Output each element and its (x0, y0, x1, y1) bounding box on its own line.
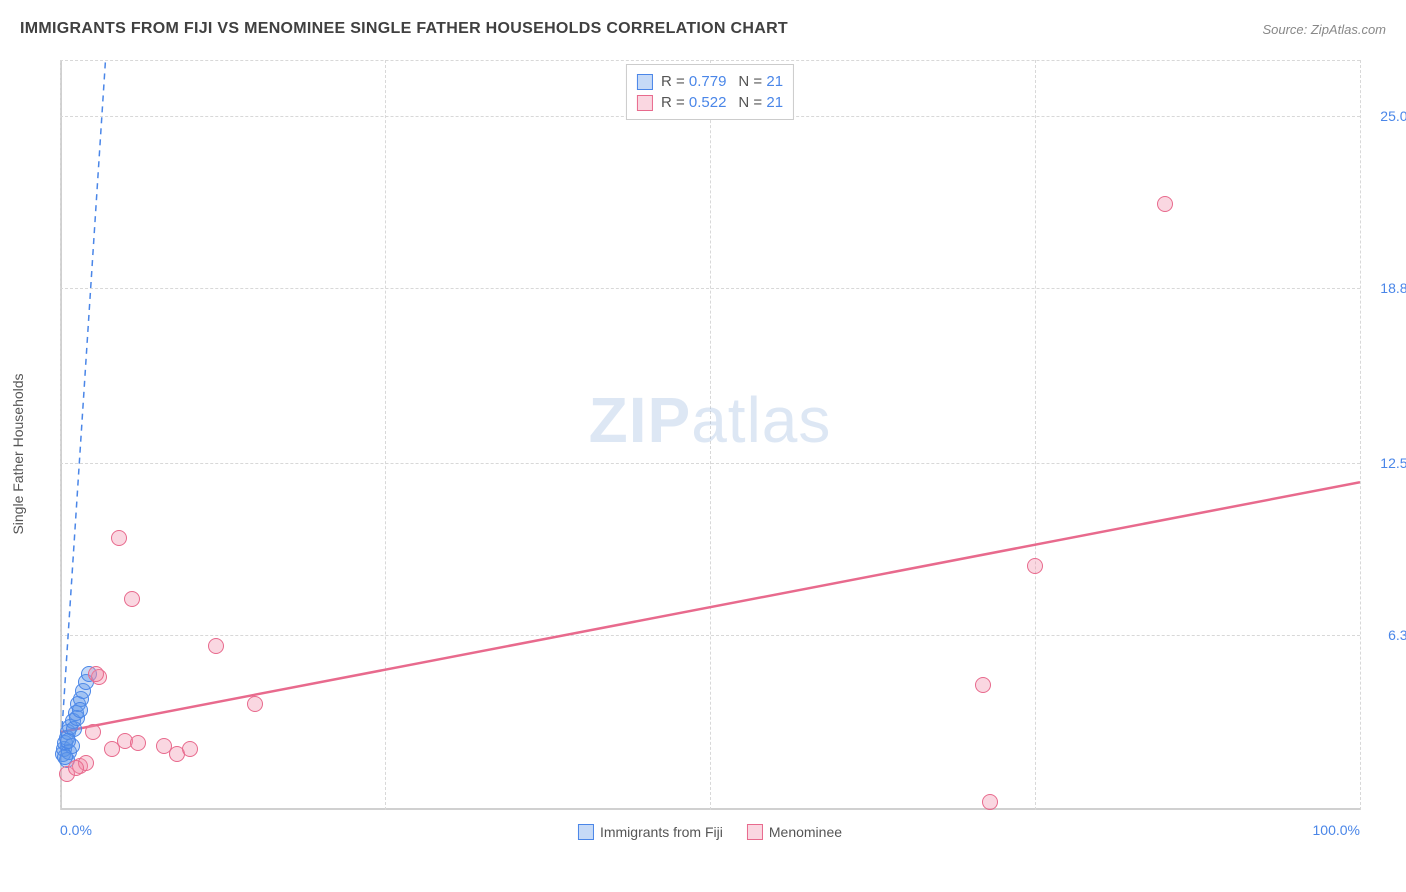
gridline-vertical (385, 60, 386, 810)
data-point-menominee (982, 794, 998, 810)
trend-line-fiji (60, 60, 106, 760)
y-axis-label: Single Father Households (10, 373, 26, 534)
legend-item-fiji: Immigrants from Fiji (578, 824, 723, 840)
data-point-fiji (60, 733, 76, 749)
y-tick-label: 25.0% (1370, 108, 1406, 124)
data-point-menominee (1157, 196, 1173, 212)
data-point-menominee (208, 638, 224, 654)
legend-item-menominee: Menominee (747, 824, 842, 840)
y-tick-label: 12.5% (1370, 455, 1406, 471)
y-tick-label: 18.8% (1370, 280, 1406, 296)
data-point-menominee (111, 530, 127, 546)
legend-stats-fiji: R = 0.779N = 21 (661, 73, 783, 90)
data-point-menominee (130, 735, 146, 751)
x-tick-label: 100.0% (1313, 822, 1360, 838)
legend-swatch-menominee (637, 95, 653, 111)
legend-stats-menominee: R = 0.522N = 21 (661, 94, 783, 111)
legend-label-menominee: Menominee (769, 824, 842, 840)
legend-swatch-fiji (578, 824, 594, 840)
gridline-vertical (1360, 60, 1361, 810)
source-label: Source: ZipAtlas.com (1262, 22, 1386, 37)
gridline-vertical (710, 60, 711, 810)
data-point-menominee (88, 666, 104, 682)
gridline-vertical (1035, 60, 1036, 810)
chart-area: ZIPatlas 6.3%12.5%18.8%25.0%0.0%100.0%R … (60, 60, 1360, 810)
data-point-menominee (124, 591, 140, 607)
gridline-vertical (60, 60, 61, 810)
legend-correlation-box: R = 0.779N = 21 R = 0.522N = 21 (626, 64, 794, 120)
data-point-menominee (68, 760, 84, 776)
scatter-plot: ZIPatlas 6.3%12.5%18.8%25.0%0.0%100.0%R … (60, 60, 1360, 810)
y-tick-label: 6.3% (1370, 627, 1406, 643)
legend-bottom: Immigrants from Fiji Menominee (578, 824, 842, 840)
x-tick-label: 0.0% (60, 822, 92, 838)
data-point-menominee (1027, 558, 1043, 574)
legend-row-menominee: R = 0.522N = 21 (637, 92, 783, 113)
watermark-bold: ZIP (589, 384, 692, 456)
watermark-light: atlas (691, 384, 831, 456)
chart-title: IMMIGRANTS FROM FIJI VS MENOMINEE SINGLE… (20, 20, 788, 38)
legend-swatch-fiji (637, 74, 653, 90)
data-point-menominee (182, 741, 198, 757)
legend-label-fiji: Immigrants from Fiji (600, 824, 723, 840)
legend-row-fiji: R = 0.779N = 21 (637, 71, 783, 92)
data-point-menominee (85, 724, 101, 740)
legend-swatch-menominee (747, 824, 763, 840)
data-point-menominee (247, 696, 263, 712)
data-point-menominee (975, 677, 991, 693)
data-point-fiji (72, 702, 88, 718)
